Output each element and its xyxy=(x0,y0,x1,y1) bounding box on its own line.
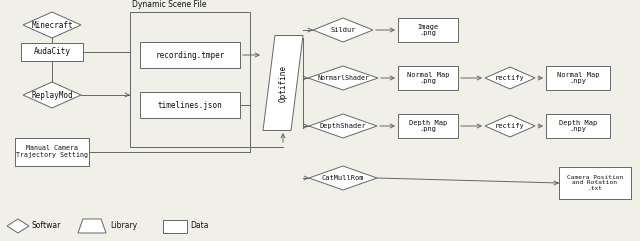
Text: timelines.json: timelines.json xyxy=(157,100,222,109)
Bar xyxy=(21,43,83,61)
Polygon shape xyxy=(309,114,377,138)
Polygon shape xyxy=(23,82,81,108)
Polygon shape xyxy=(313,18,373,42)
Text: Manual Camera
Trajectory Setting: Manual Camera Trajectory Setting xyxy=(16,146,88,159)
Text: Normal Map
.png: Normal Map .png xyxy=(407,72,449,85)
Text: DepthShader: DepthShader xyxy=(319,123,366,129)
Polygon shape xyxy=(309,166,377,190)
Text: rectify: rectify xyxy=(495,123,525,129)
Bar xyxy=(546,114,610,138)
Text: Normal Map
.npy: Normal Map .npy xyxy=(557,72,599,85)
Bar xyxy=(559,167,631,199)
Text: CatMullRom: CatMullRom xyxy=(322,175,364,181)
Polygon shape xyxy=(263,35,303,130)
Bar xyxy=(398,66,458,90)
Text: ReplayMod: ReplayMod xyxy=(31,91,73,100)
Text: Minecraft: Minecraft xyxy=(31,20,73,29)
Text: Image
.png: Image .png xyxy=(417,24,438,36)
Bar xyxy=(398,114,458,138)
Polygon shape xyxy=(308,66,378,90)
Polygon shape xyxy=(7,219,29,233)
Text: Camera Position
and Rotation
.txt: Camera Position and Rotation .txt xyxy=(567,175,623,191)
Polygon shape xyxy=(485,115,535,137)
Bar xyxy=(398,18,458,42)
Text: NormarlShader: NormarlShader xyxy=(317,75,369,81)
Text: Depth Map
.png: Depth Map .png xyxy=(409,120,447,133)
Bar xyxy=(130,12,250,147)
Bar xyxy=(163,220,187,233)
Text: AudaCity: AudaCity xyxy=(33,47,70,56)
Text: Dynamic Scene File: Dynamic Scene File xyxy=(132,0,207,9)
Text: Data: Data xyxy=(190,221,209,230)
Text: Optifine: Optifine xyxy=(278,65,287,101)
Polygon shape xyxy=(485,67,535,89)
Text: Softwar: Softwar xyxy=(32,221,61,230)
Polygon shape xyxy=(78,219,106,233)
Bar xyxy=(140,42,240,68)
Bar xyxy=(140,92,240,118)
Text: rectify: rectify xyxy=(495,75,525,81)
Text: recording.tmper: recording.tmper xyxy=(156,51,225,60)
Text: Sildur: Sildur xyxy=(330,27,356,33)
Text: Depth Map
.npy: Depth Map .npy xyxy=(559,120,597,133)
Bar xyxy=(546,66,610,90)
Text: Library: Library xyxy=(110,221,137,230)
Polygon shape xyxy=(23,12,81,38)
Bar xyxy=(15,138,89,166)
